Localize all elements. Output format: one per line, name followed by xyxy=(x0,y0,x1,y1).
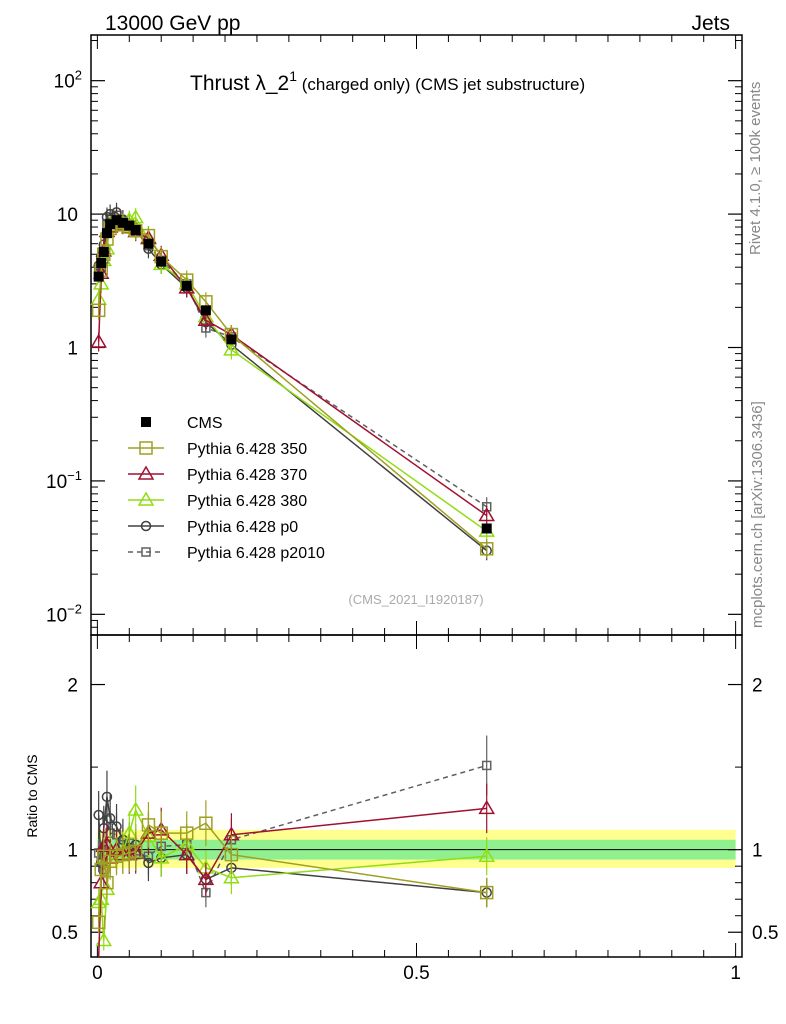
ratio-marker-pythia-6-428-350 xyxy=(91,915,106,930)
ratio-marker-pythia-6-428-370 xyxy=(478,799,496,815)
legend-marker-pythia-6-428-350 xyxy=(139,441,153,455)
marker-cms xyxy=(124,220,135,231)
y-tick-base: 10 xyxy=(57,205,78,226)
y-tick-label: 10−1 xyxy=(46,468,82,493)
ratio-plot-layer: 0 0.5 1 0.5 0.5 1 1 2 2 xyxy=(52,635,778,984)
y-tick-exponent: −1 xyxy=(67,468,82,483)
header-right: Jets xyxy=(691,12,730,35)
legend-label-pythia-6-428-370: Pythia 6.428 370 xyxy=(187,467,307,484)
header-left: 13000 GeV pp xyxy=(105,12,240,35)
marker-pythia-6-428-350 xyxy=(91,303,106,318)
ratio-y-tick-label-right: 0.5 xyxy=(752,923,778,944)
x-tick-label: 0.5 xyxy=(403,963,429,984)
marker-pythia-6-428-370 xyxy=(90,333,107,348)
marker-cms xyxy=(156,256,167,267)
legend-marker-pythia-6-428-p2010 xyxy=(141,547,151,557)
marker-cms xyxy=(226,334,237,345)
x-tick-label: 0 xyxy=(92,963,103,984)
marker-cms xyxy=(98,246,109,257)
legend-marker-cms xyxy=(141,417,151,427)
ratio-y-tick-label: 0.5 xyxy=(52,923,78,944)
legend: CMS Pythia 6.428 350 Pythia 6.428 370 Pythi… xyxy=(128,415,325,562)
legend-label-pythia-6-428-350: Pythia 6.428 350 xyxy=(187,441,307,458)
ratio-line-pythia-6-428-p2010 xyxy=(97,764,487,895)
marker-cms xyxy=(200,305,211,316)
ratio-marker-pythia-6-428-350 xyxy=(128,844,143,859)
marker-cms xyxy=(101,228,112,239)
legend-label-pythia-6-428-p0: Pythia 6.428 p0 xyxy=(187,519,298,536)
ratio-y-tick-label-right: 2 xyxy=(752,676,763,697)
legend-marker-pythia-6-428-370 xyxy=(137,465,155,480)
ratio-marker-pythia-6-428-350 xyxy=(100,875,114,890)
ratio-marker-pythia-6-428-350 xyxy=(479,885,494,900)
plot-title-sup: 1 xyxy=(289,68,297,84)
ratio-marker-pythia-6-428-p2010 xyxy=(481,760,492,771)
legend-marker-pythia-6-428-380 xyxy=(137,491,155,506)
ratio-marker-pythia-6-428-p0 xyxy=(143,857,154,869)
marker-cms xyxy=(96,257,107,268)
marker-pythia-6-428-370 xyxy=(197,311,215,327)
marker-cms xyxy=(105,219,116,230)
ratio-marker-pythia-6-428-350 xyxy=(224,847,239,862)
marker-pythia-6-428-350 xyxy=(128,224,143,238)
ratio-marker-pythia-6-428-380 xyxy=(478,847,496,863)
ratio-marker-pythia-6-428-350 xyxy=(141,818,156,832)
marker-cms xyxy=(111,215,122,226)
ratio-marker-pythia-6-428-380 xyxy=(127,801,144,816)
ratio-marker-pythia-6-428-380 xyxy=(152,849,170,864)
ratio-marker-pythia-6-428-350 xyxy=(179,826,194,840)
y-tick-base: 10 xyxy=(54,72,75,93)
y-tick-label: 10 xyxy=(57,205,78,226)
y-tick-exponent: −2 xyxy=(67,601,82,616)
ratio-marker-pythia-6-428-380 xyxy=(95,931,113,947)
ratio-marker-pythia-6-428-p0 xyxy=(104,813,116,824)
marker-pythia-6-428-380 xyxy=(223,341,240,356)
marker-cms xyxy=(130,224,141,235)
plot-title-sub: (charged only) (CMS jet substructure) xyxy=(297,75,585,94)
analysis-id: (CMS_2021_I1920187) xyxy=(348,592,483,607)
y-tick-base: 10 xyxy=(46,605,67,626)
marker-cms xyxy=(93,271,104,282)
marker-cms xyxy=(481,523,492,534)
ratio-marker-pythia-6-428-p0 xyxy=(93,809,104,821)
ratio-marker-pythia-6-428-380 xyxy=(223,869,240,884)
ratio-marker-pythia-6-428-370 xyxy=(197,870,215,886)
plot-title: Thrust λ_21 (charged only) (CMS jet subs… xyxy=(190,68,585,95)
side-text-bottom: mcplots.cern.ch [arXiv:1306.3436] xyxy=(749,401,766,628)
legend-label-cms: CMS xyxy=(187,415,223,432)
ratio-marker-pythia-6-428-p0 xyxy=(101,791,113,803)
legend-marker-pythia-6-428-p0 xyxy=(140,520,152,532)
legend-label-pythia-6-428-380: Pythia 6.428 380 xyxy=(187,493,307,510)
ratio-marker-pythia-6-428-350 xyxy=(154,826,168,840)
y-tick-label: 1 xyxy=(67,339,78,360)
legend-label-pythia-6-428-p2010: Pythia 6.428 p2010 xyxy=(187,545,325,562)
ratio-y-tick-label: 1 xyxy=(67,841,78,862)
y-tick-base: 10 xyxy=(46,472,67,493)
x-tick-label: 1 xyxy=(730,963,741,984)
y-tick-label: 102 xyxy=(54,68,82,93)
ratio-marker-pythia-6-428-370 xyxy=(178,846,196,861)
ratio-panel-frame xyxy=(90,634,743,958)
ratio-ylabel: Ratio to CMS xyxy=(24,754,40,837)
ratio-marker-pythia-6-428-350 xyxy=(199,816,213,830)
ratio-y-tick-label-right: 1 xyxy=(752,841,763,862)
side-text-top: Rivet 4.1.0, ≥ 100k events xyxy=(747,82,764,255)
marker-cms xyxy=(143,238,154,249)
marker-cms xyxy=(117,217,128,228)
marker-pythia-6-428-370 xyxy=(478,507,496,522)
ratio-y-tick-label: 2 xyxy=(67,676,78,697)
y-tick-base: 1 xyxy=(67,339,78,360)
marker-pythia-6-428-350 xyxy=(479,542,494,556)
marker-cms xyxy=(181,280,192,291)
plot-title-main: Thrust λ_2 xyxy=(190,72,289,95)
y-tick-exponent: 2 xyxy=(75,68,82,83)
y-tick-label: 10−2 xyxy=(46,601,82,626)
